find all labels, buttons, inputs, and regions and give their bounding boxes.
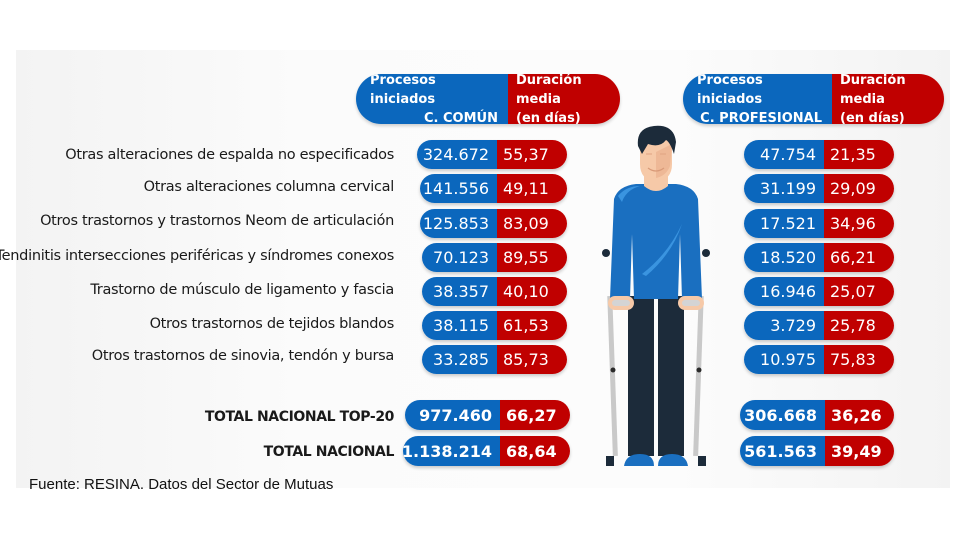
header-comun-count: Procesos iniciados C. COMÚN xyxy=(356,74,508,124)
row-label: Otros trastornos y trastornos Neom de ar… xyxy=(40,213,394,229)
comun-row-pill: 324.672 55,37 xyxy=(417,140,567,169)
prof-row-pill: 47.754 21,35 xyxy=(744,140,894,169)
comun-row-pill: 70.123 89,55 xyxy=(422,243,567,272)
prof-row-pill: 16.946 25,07 xyxy=(744,277,894,306)
comun-total-pill: 977.460 66,27 xyxy=(405,400,570,430)
row-label: Otras alteraciones columna cervical xyxy=(143,179,395,195)
prof-total-pill: 306.668 36,26 xyxy=(740,400,894,430)
comun-row-pill: 141.556 49,11 xyxy=(420,174,567,203)
source-note: Fuente: RESINA. Datos del Sector de Mutu… xyxy=(29,476,334,493)
header-prof-count: Procesos iniciados C. PROFESIONAL xyxy=(683,74,832,124)
comun-row-pill: 33.285 85,73 xyxy=(422,345,567,374)
comun-row-pill: 38.357 40,10 xyxy=(422,277,567,306)
row-label: Trastorno de músculo de ligamento y fasc… xyxy=(90,282,394,298)
total-label: TOTAL NACIONAL TOP-20 xyxy=(204,409,395,425)
prof-row-pill: 31.199 29,09 xyxy=(744,174,894,203)
total-label: TOTAL NACIONAL xyxy=(263,444,395,460)
comun-total-pill: 1.138.214 68,64 xyxy=(403,436,570,466)
comun-row-pill: 38.115 61,53 xyxy=(422,311,567,340)
header-comun: Procesos iniciados C. COMÚN Duración med… xyxy=(356,74,620,124)
comun-row-pill: 125.853 83,09 xyxy=(420,209,567,238)
row-label: Otros trastornos de sinovia, tendón y bu… xyxy=(91,348,395,364)
header-comun-duration: Duración media (en días) xyxy=(508,74,620,124)
prof-row-pill: 3.729 25,78 xyxy=(744,311,894,340)
header-profesional: Procesos iniciados C. PROFESIONAL Duraci… xyxy=(683,74,944,124)
prof-row-pill: 10.975 75,83 xyxy=(744,345,894,374)
row-label: Tendinitis intersecciones periféricas y … xyxy=(0,248,394,264)
prof-total-pill: 561.563 39,49 xyxy=(740,436,894,466)
man-with-crutches-icon xyxy=(602,125,710,466)
header-prof-duration: Duración media (en días) xyxy=(832,74,944,124)
row-label: Otros trastornos de tejidos blandos xyxy=(149,316,395,332)
prof-row-pill: 17.521 34,96 xyxy=(744,209,894,238)
row-label: Otras alteraciones de espalda no especif… xyxy=(65,147,394,163)
prof-row-pill: 18.520 66,21 xyxy=(744,243,894,272)
